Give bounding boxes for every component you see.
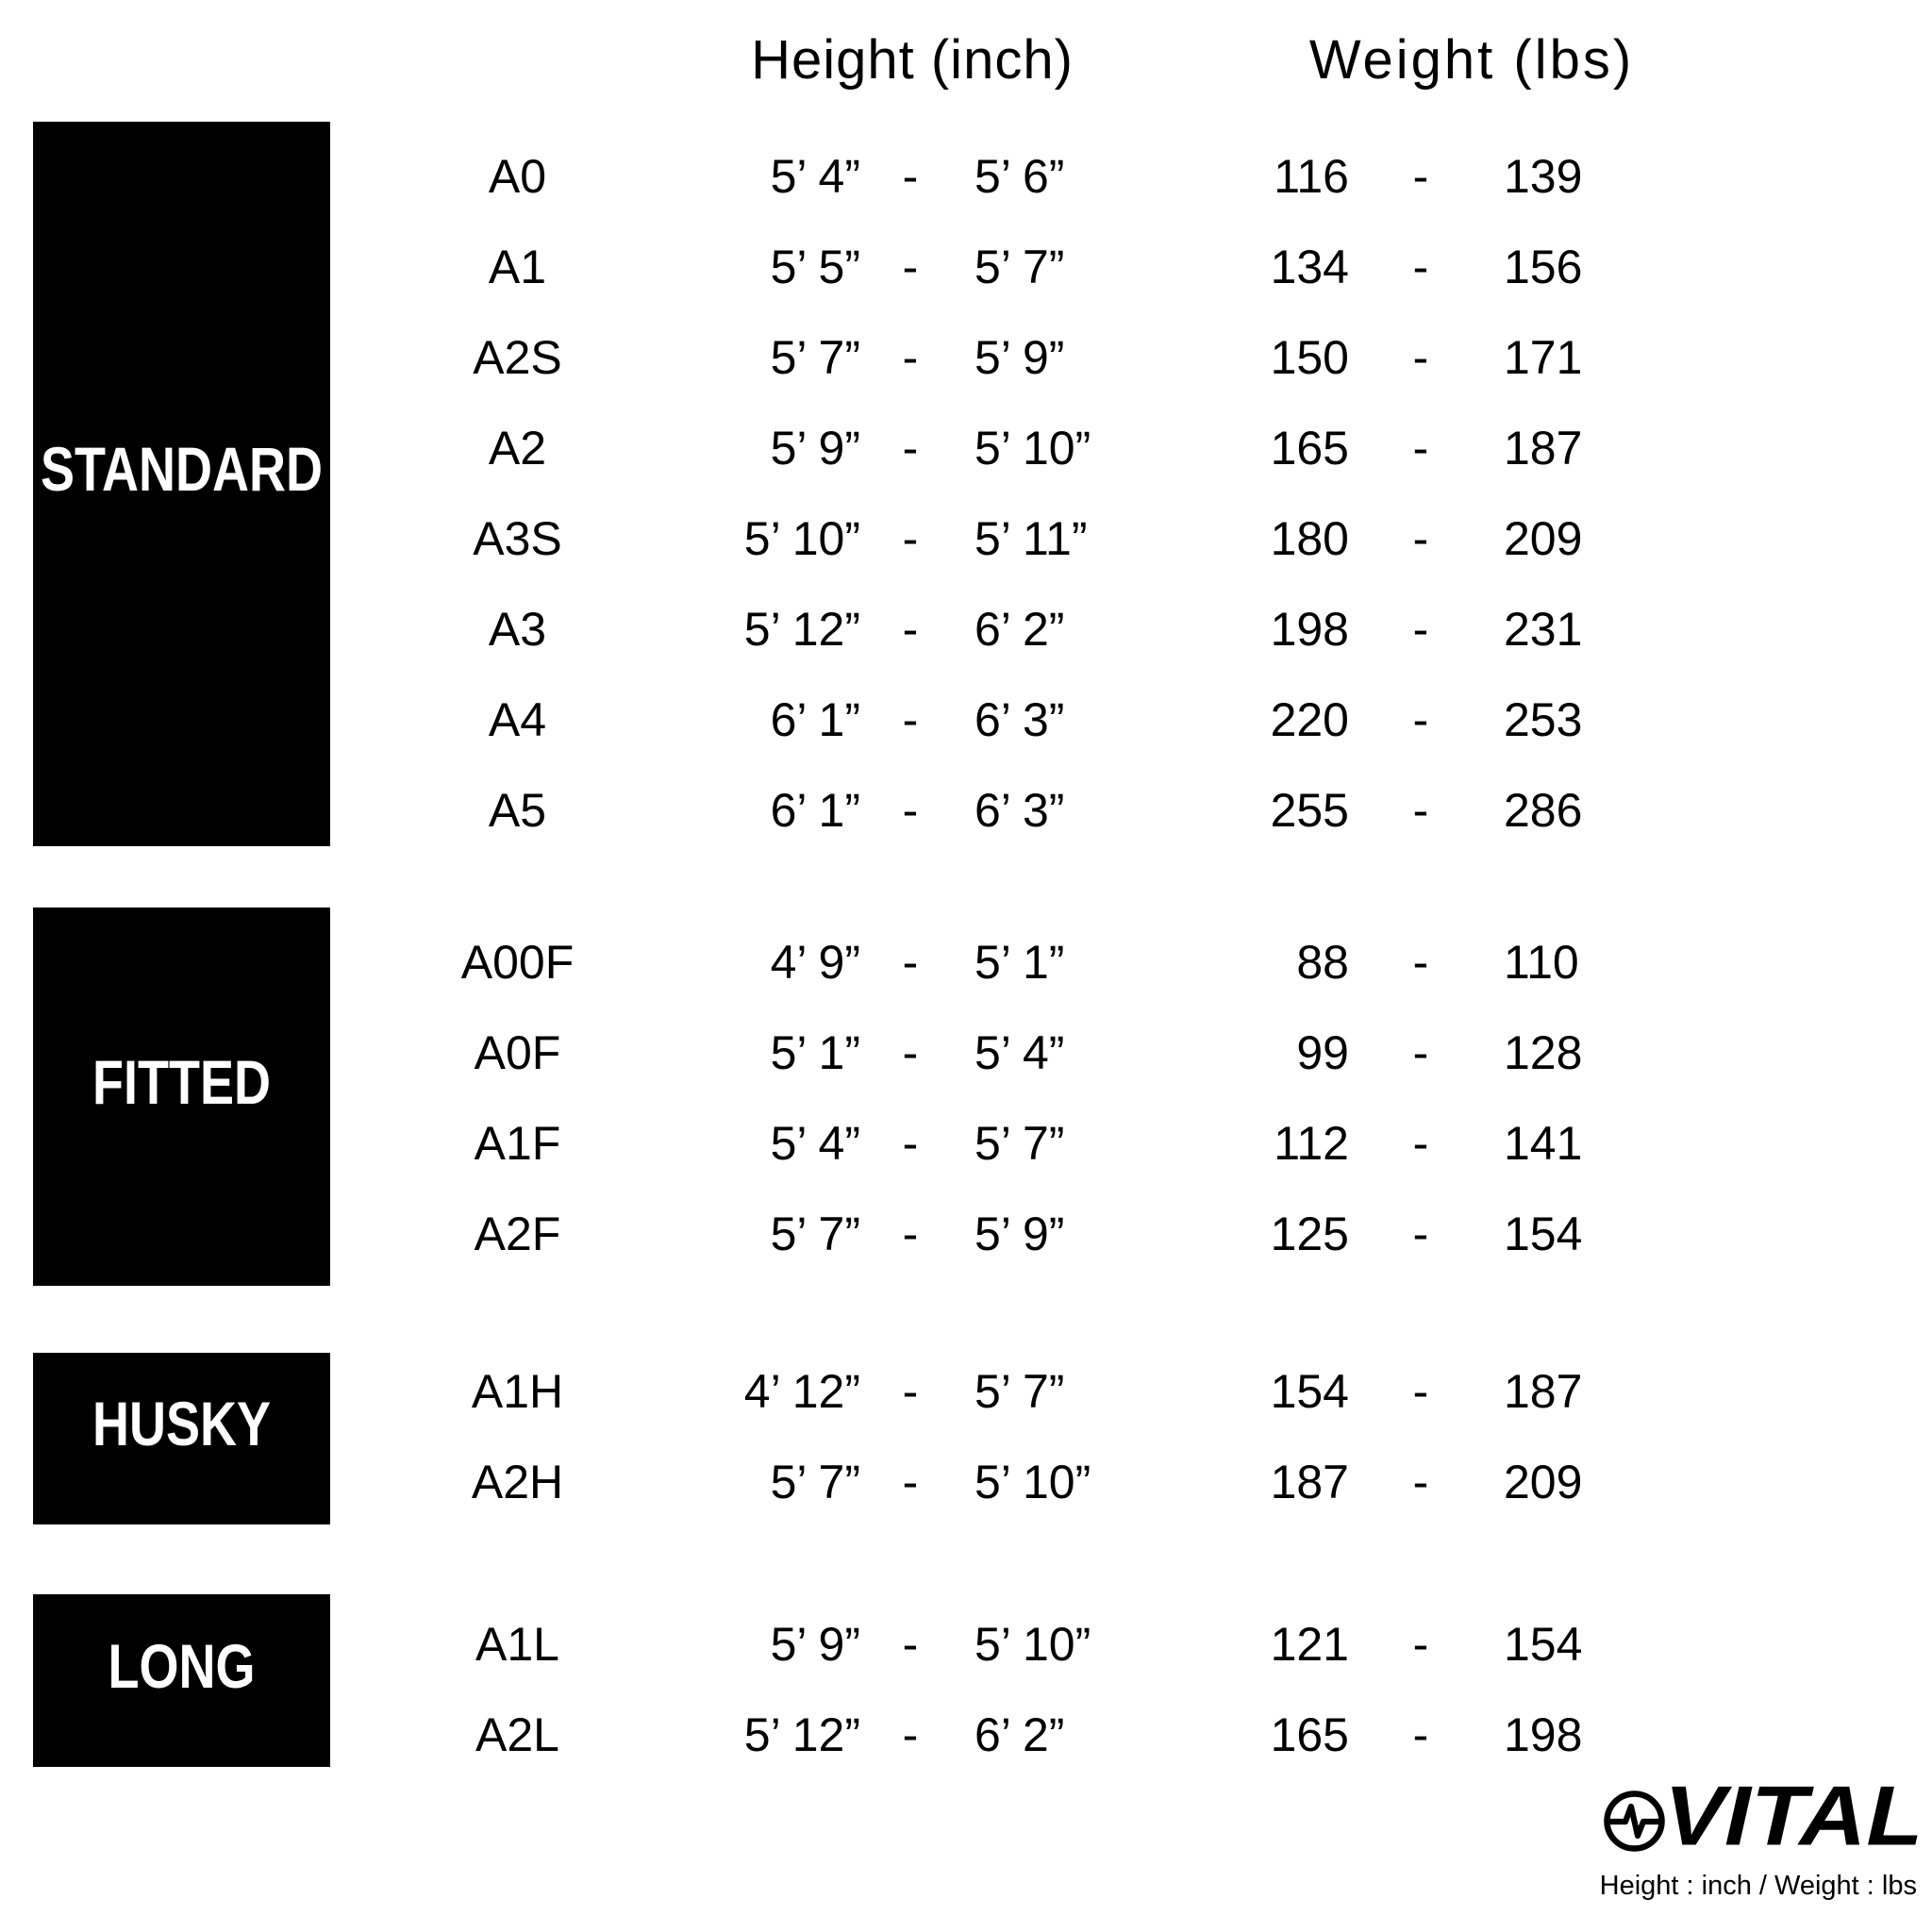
svg-text:VITAL: VITAL xyxy=(1670,1781,1932,1855)
